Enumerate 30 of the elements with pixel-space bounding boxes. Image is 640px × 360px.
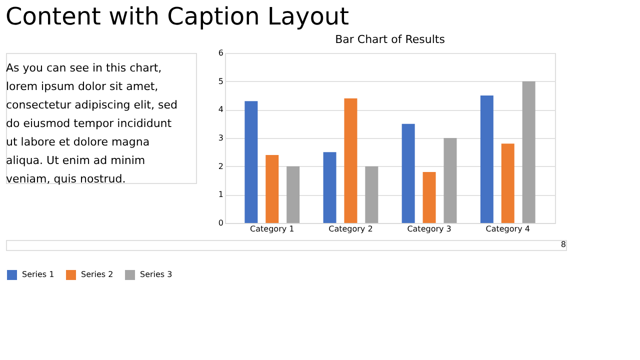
chart-subtitle: Content with Caption Layout bbox=[6, 2, 350, 30]
bar bbox=[402, 124, 415, 223]
text: As you can see in this chart, lorem ipsum dolor sit amet, consectetur adipiscing elit, sed do eiusmod tempor incididunt ut labore et dolore magna aliqua. Ut enim ad minim veniam, quis nostrud. bbox=[6, 61, 178, 186]
y-tick-label: 3 bbox=[218, 134, 224, 142]
bar bbox=[480, 96, 494, 223]
bar bbox=[522, 81, 536, 223]
y-tick-label: 4 bbox=[218, 105, 224, 114]
x-tick-label: Category 2 bbox=[328, 224, 373, 234]
y-tick-label: 2 bbox=[218, 162, 224, 171]
bar bbox=[422, 172, 436, 223]
bar bbox=[244, 101, 258, 223]
bar bbox=[323, 152, 336, 223]
chart-title: Bar Chart of Results bbox=[335, 33, 446, 46]
y-tick-label: 6 bbox=[218, 48, 224, 58]
bar bbox=[286, 166, 300, 223]
text: 8 bbox=[560, 240, 566, 249]
y-tick-label: 0 bbox=[218, 218, 224, 228]
bar bbox=[266, 155, 279, 223]
bar bbox=[365, 166, 378, 223]
legend-label: Series 1 bbox=[22, 270, 54, 279]
legend-label: Series 2 bbox=[81, 270, 114, 279]
y-tick-label: 5 bbox=[218, 76, 224, 86]
x-tick-label: Category 4 bbox=[486, 224, 530, 234]
bar bbox=[444, 138, 457, 223]
y-tick-label: 1 bbox=[218, 190, 224, 200]
legend-label: Series 3 bbox=[140, 270, 172, 279]
x-tick-label: Category 3 bbox=[407, 224, 452, 234]
x-tick-label: Category 1 bbox=[250, 224, 294, 234]
bar bbox=[501, 144, 514, 223]
bar bbox=[344, 98, 358, 223]
